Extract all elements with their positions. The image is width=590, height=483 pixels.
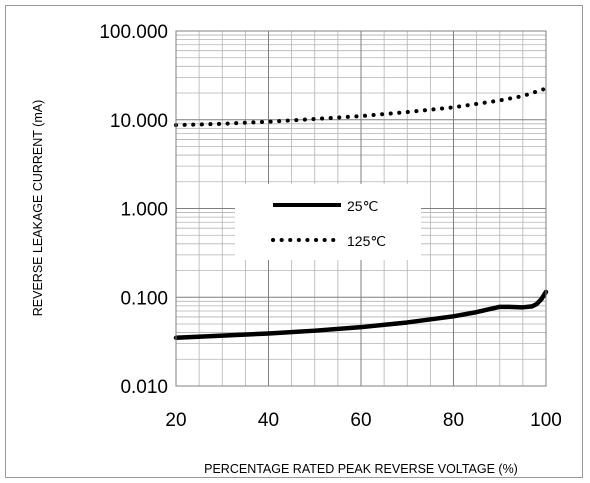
y-tick-label: 1.000 xyxy=(120,200,168,221)
chart-svg: 0.010 0.100 1.000 10.000 100.000 20 40 60 80 100… xyxy=(31,22,562,476)
chart-frame: 0.010 0.100 1.000 10.000 100.000 20 40 60 80 100… xyxy=(5,5,583,478)
y-tick-labels: 0.010 0.100 1.000 10.000 100.000 xyxy=(99,22,168,398)
x-tick-labels: 20 40 60 80 100 xyxy=(165,410,561,431)
legend-box xyxy=(235,184,421,260)
plot-area-border xyxy=(175,30,547,387)
x-tick-label: 80 xyxy=(443,410,464,431)
legend-label-125c: 125℃ xyxy=(347,233,386,249)
y-tick-label: 0.100 xyxy=(120,288,168,309)
series-line-25c xyxy=(173,289,549,340)
series-layer xyxy=(173,86,549,340)
series-line-125c xyxy=(174,86,548,128)
x-tick-label: 100 xyxy=(530,410,562,431)
x-tick-label: 20 xyxy=(165,410,186,431)
y-axis-title: REVERSE LEAKAGE CURRENT (mA) xyxy=(31,100,45,316)
x-tick-label: 40 xyxy=(258,410,279,431)
y-tick-label: 0.010 xyxy=(120,377,168,398)
y-tick-label: 10.000 xyxy=(110,111,168,132)
legend-label-25c: 25℃ xyxy=(347,198,378,214)
x-axis-title: PERCENTAGE RATED PEAK REVERSE VOLTAGE (%… xyxy=(204,462,518,476)
x-tick-label: 60 xyxy=(350,410,371,431)
y-tick-label: 100.000 xyxy=(99,22,168,43)
legend: 25℃ 125℃ xyxy=(235,184,421,260)
